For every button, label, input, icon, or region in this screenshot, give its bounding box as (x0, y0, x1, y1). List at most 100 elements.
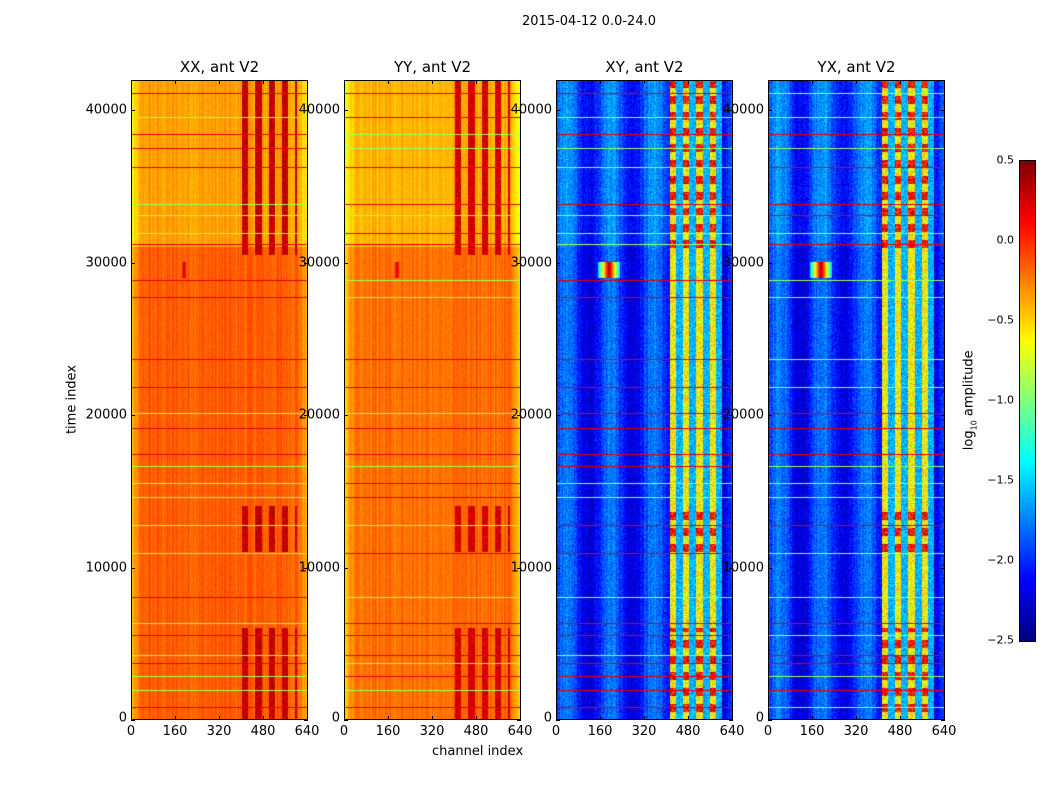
y-tick-mark (304, 720, 308, 721)
x-tick-mark (812, 716, 813, 720)
y-tick-mark (768, 415, 772, 417)
x-tick-mark (644, 80, 645, 84)
heatmap-image (131, 80, 308, 720)
y-tick-label: 20000 (298, 407, 340, 423)
y-tick-label: 0 (543, 710, 552, 726)
x-tick-label: 160 (799, 724, 825, 739)
x-tick-mark (175, 80, 176, 84)
x-tick-mark (856, 716, 857, 720)
y-tick-label: 30000 (722, 255, 764, 271)
x-tick-mark (432, 80, 433, 84)
y-tick-mark (729, 262, 733, 264)
x-tick-mark (263, 80, 264, 84)
x-tick-mark (307, 716, 308, 720)
x-tick-label: 480 (675, 724, 701, 739)
y-tick-label: 0 (755, 710, 764, 726)
x-tick-mark (688, 80, 689, 84)
x-tick-mark (388, 80, 389, 84)
x-tick-mark (600, 716, 601, 720)
y-tick-mark (556, 720, 560, 721)
x-tick-mark (556, 80, 557, 84)
heatmap-image (768, 80, 945, 720)
y-tick-mark (941, 567, 945, 569)
y-tick-mark (304, 110, 308, 112)
y-tick-mark (768, 567, 772, 569)
x-tick-mark (688, 716, 689, 720)
heatmap-image (556, 80, 733, 720)
heatmap-panel-2: XY, ant V2 0 10000 20000 30000 40000 0 160 320 48… (511, 58, 745, 739)
x-tick-label: 480 (463, 724, 489, 739)
x-tick-label: 320 (631, 724, 657, 739)
colorbar-tick-label: −2.0 (987, 553, 1014, 567)
x-tick-mark (732, 716, 733, 720)
x-tick-mark (644, 716, 645, 720)
x-tick-mark (944, 80, 945, 84)
y-tick-mark (344, 262, 348, 264)
heatmap-panel-0: XX, ant V2 0 10000 20000 30000 40000 0 160 320 48… (86, 58, 320, 739)
y-tick-mark (517, 567, 521, 569)
colorbar-label: log10 amplitude (961, 350, 979, 451)
panel-title: XY, ant V2 (605, 58, 684, 76)
colorbar-tick-label: −1.0 (987, 393, 1014, 407)
y-tick-label: 0 (118, 710, 127, 726)
x-tick-mark (131, 716, 132, 720)
y-tick-label: 40000 (510, 102, 552, 118)
y-tick-mark (556, 110, 560, 112)
y-tick-mark (131, 720, 135, 721)
x-tick-label: 480 (250, 724, 276, 739)
x-tick-mark (812, 80, 813, 84)
x-tick-mark (520, 716, 521, 720)
colorbar-tick-label: −1.5 (987, 473, 1014, 487)
x-tick-mark (476, 716, 477, 720)
y-tick-mark (729, 110, 733, 112)
y-tick-label: 10000 (722, 560, 764, 576)
x-tick-label: 160 (162, 724, 188, 739)
x-tick-mark (768, 716, 769, 720)
y-tick-mark (344, 110, 348, 112)
y-tick-label: 10000 (85, 560, 127, 576)
x-tick-mark (307, 80, 308, 84)
y-tick-mark (131, 567, 135, 569)
panel-title: YX, ant V2 (817, 58, 896, 76)
x-tick-mark (344, 80, 345, 84)
panel-title: YY, ant V2 (393, 58, 471, 76)
x-tick-label: 480 (887, 724, 913, 739)
colorbar-tick-label: 0.0 (996, 233, 1015, 247)
x-tick-label: 0 (126, 724, 136, 739)
x-tick-label: 160 (587, 724, 613, 739)
x-tick-mark (944, 716, 945, 720)
x-tick-label: 640 (294, 724, 320, 739)
colorbar-tick-label: −2.5 (987, 633, 1014, 647)
x-tick-label: 0 (763, 724, 773, 739)
x-tick-mark (344, 716, 345, 720)
heatmap-panel-3: YX, ant V2 0 10000 20000 30000 40000 0 160 320 48… (723, 58, 957, 739)
y-tick-label: 40000 (722, 102, 764, 118)
y-tick-mark (941, 262, 945, 264)
x-tick-mark (388, 716, 389, 720)
x-tick-label: 640 (931, 724, 957, 739)
x-tick-mark (856, 80, 857, 84)
y-tick-mark (768, 110, 772, 112)
y-tick-mark (517, 415, 521, 417)
y-tick-label: 20000 (510, 407, 552, 423)
y-tick-mark (556, 567, 560, 569)
x-tick-label: 320 (206, 724, 232, 739)
x-tick-mark (768, 80, 769, 84)
y-tick-label: 40000 (298, 102, 340, 118)
y-tick-mark (344, 720, 348, 721)
y-tick-label: 20000 (85, 407, 127, 423)
y-tick-mark (556, 262, 560, 264)
panel-title: XX, ant V2 (179, 58, 260, 76)
y-tick-mark (131, 110, 135, 112)
y-tick-mark (304, 415, 308, 417)
y-tick-mark (941, 720, 945, 721)
x-tick-mark (600, 80, 601, 84)
y-tick-mark (304, 262, 308, 264)
x-tick-label: 0 (339, 724, 349, 739)
y-tick-label: 10000 (298, 560, 340, 576)
x-tick-mark (520, 80, 521, 84)
y-tick-label: 20000 (722, 407, 764, 423)
y-tick-mark (131, 415, 135, 417)
y-axis-label: time index (64, 364, 80, 435)
